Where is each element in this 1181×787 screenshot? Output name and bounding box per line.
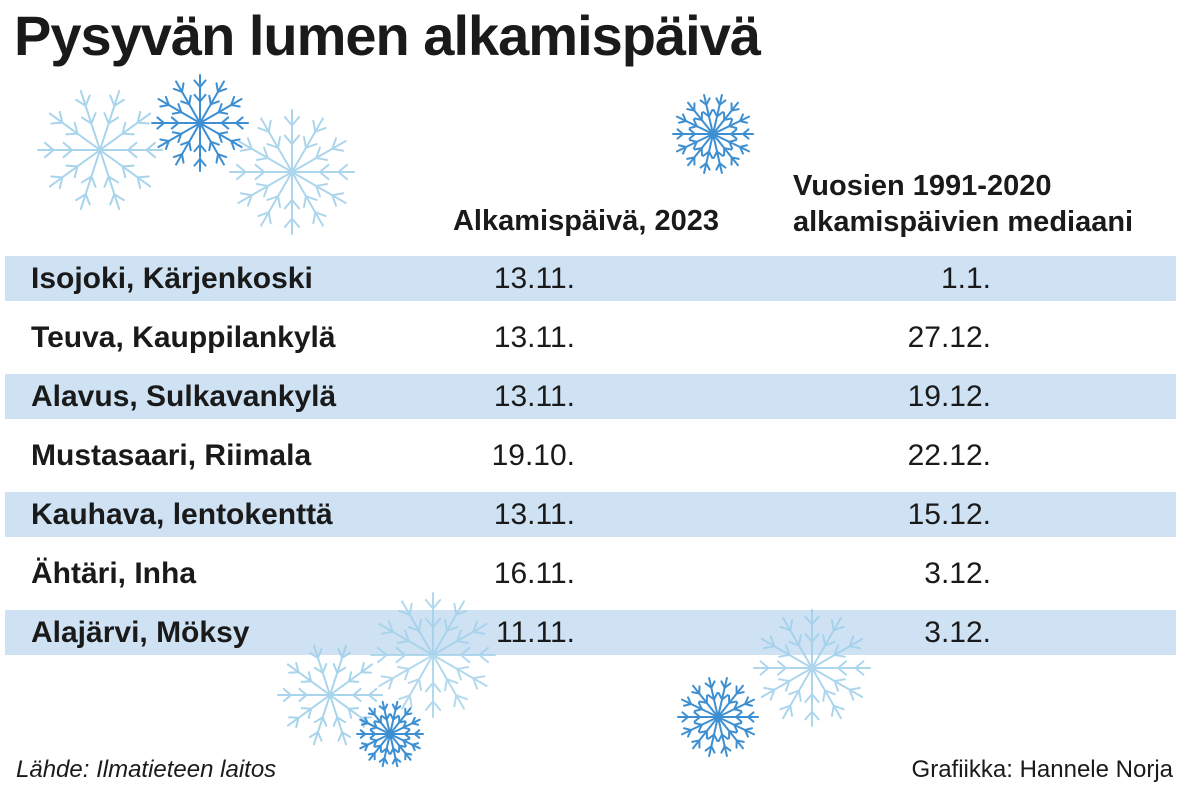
table-row: Teuva, Kauppilankylä 13.11. 27.12. xyxy=(0,315,1181,374)
table-row: Mustasaari, Riimala 19.10. 22.12. xyxy=(0,433,1181,492)
start-date-2023: 13.11. xyxy=(493,380,575,413)
snowflake-icon xyxy=(229,109,355,235)
row-band xyxy=(5,492,1176,537)
median-start-date: 1.1. xyxy=(940,262,991,295)
table-row: Ähtäri, Inha 16.11. 3.12. xyxy=(0,551,1181,610)
median-start-date: 27.12. xyxy=(907,321,991,354)
place-name: Isojoki, Kärjenkoski xyxy=(31,262,313,295)
place-name: Alavus, Sulkavankylä xyxy=(31,380,337,413)
table-row: Kauhava, lentokenttä 13.11. 15.12. xyxy=(0,492,1181,551)
median-start-date: 3.12. xyxy=(924,557,991,590)
start-date-2023: 19.10. xyxy=(491,439,575,472)
place-name: Mustasaari, Riimala xyxy=(31,439,312,472)
column-header-median: Vuosien 1991-2020 alkamispäivien mediaan… xyxy=(793,168,1133,240)
place-name: Ähtäri, Inha xyxy=(31,557,197,590)
column-header-start-2023: Alkamispäivä, 2023 xyxy=(452,205,719,237)
median-start-date: 22.12. xyxy=(907,439,991,472)
row-band xyxy=(5,256,1176,301)
snowflake-icon xyxy=(356,700,424,768)
data-table: Isojoki, Kärjenkoski 13.11. 1.1. Teuva, … xyxy=(0,256,1181,669)
place-name: Teuva, Kauppilankylä xyxy=(31,321,336,354)
median-start-date: 19.12. xyxy=(907,380,991,413)
source-note: Lähde: Ilmatieteen laitos xyxy=(16,756,277,783)
snowflake-icon xyxy=(677,677,759,757)
graphics-credit: Grafiikka: Hannele Norja xyxy=(911,756,1173,783)
table-row: Alajärvi, Möksy 11.11. 3.12. xyxy=(0,610,1181,669)
start-date-2023: 16.11. xyxy=(493,557,575,590)
column-header-median-line1: Vuosien 1991-2020 xyxy=(793,170,1052,202)
table-row: Alavus, Sulkavankylä 13.11. 19.12. xyxy=(0,374,1181,433)
chart-title: Pysyvän lumen alkamispäivä xyxy=(14,4,761,67)
start-date-2023: 13.11. xyxy=(493,262,575,295)
snowflake-icon xyxy=(151,74,249,172)
table-row: Isojoki, Kärjenkoski 13.11. 1.1. xyxy=(0,256,1181,315)
snowflake-icon xyxy=(277,644,383,746)
snowflake-icon xyxy=(37,90,163,210)
snowflake-icon xyxy=(753,609,871,727)
start-date-2023: 13.11. xyxy=(493,498,575,531)
column-header-median-line2: alkamispäivien mediaani xyxy=(793,206,1134,238)
start-date-2023: 11.11. xyxy=(496,616,575,649)
row-band xyxy=(5,374,1176,419)
median-start-date: 15.12. xyxy=(907,498,991,531)
snowflake-icon xyxy=(672,94,754,174)
row-band xyxy=(5,610,1176,655)
place-name: Alajärvi, Möksy xyxy=(31,616,250,649)
place-name: Kauhava, lentokenttä xyxy=(31,498,333,531)
start-date-2023: 13.11. xyxy=(493,321,575,354)
median-start-date: 3.12. xyxy=(924,616,991,649)
snowflake-icon xyxy=(370,592,496,718)
